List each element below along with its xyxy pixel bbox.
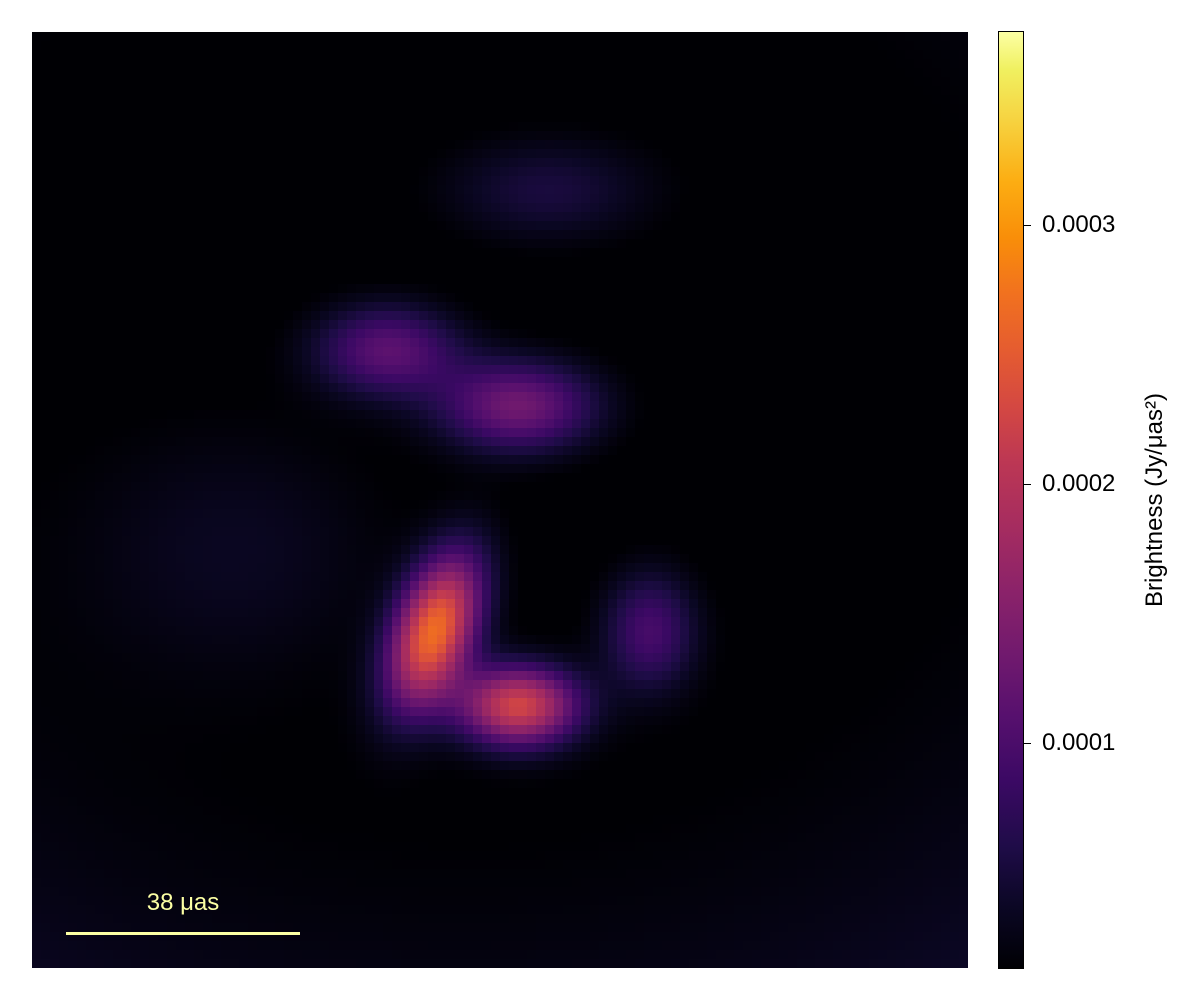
colorbar-tick-label: 0.0003 <box>1042 211 1116 238</box>
brightness-heatmap <box>32 32 968 968</box>
colorbar-tick-label: 0.0002 <box>1042 470 1116 497</box>
scale-bar <box>66 932 300 935</box>
colorbar-tick <box>1024 743 1031 744</box>
colorbar-tick-label: 0.0001 <box>1042 729 1116 756</box>
colorbar-tick <box>1024 484 1031 485</box>
scale-bar-label: 38 μas <box>146 889 220 916</box>
colorbar-tick <box>1024 225 1031 226</box>
colorbar-label: Brightness (Jy/μas²) <box>1141 393 1168 607</box>
colorbar <box>998 31 1024 969</box>
brightness-image-panel <box>32 32 968 968</box>
